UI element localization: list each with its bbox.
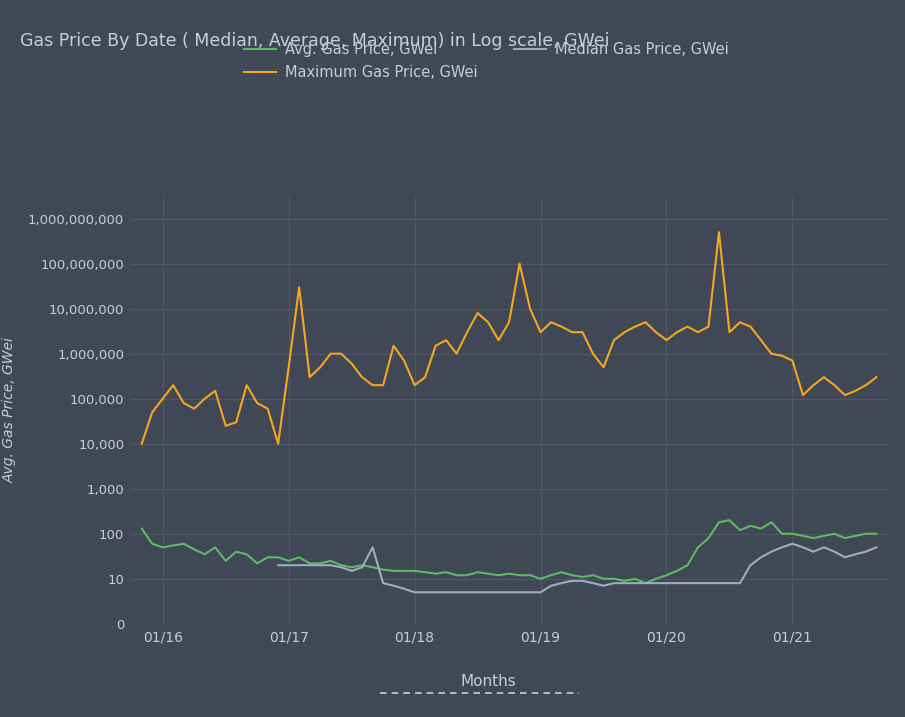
Median Gas Price, GWei <box>829 547 840 556</box>
Avg. Gas Price, GWei <box>157 543 168 551</box>
Maximum Gas Price, GWei <box>840 391 851 399</box>
Maximum Gas Price, GWei <box>871 373 881 381</box>
Maximum Gas Price, GWei <box>157 394 168 403</box>
Median Gas Price, GWei <box>577 576 588 585</box>
Avg. Gas Price, GWei <box>724 516 735 525</box>
Maximum Gas Price, GWei <box>713 228 724 237</box>
Median Gas Price, GWei <box>347 566 357 575</box>
Maximum Gas Price, GWei <box>692 328 703 336</box>
Maximum Gas Price, GWei <box>347 359 357 368</box>
Line: Median Gas Price, GWei: Median Gas Price, GWei <box>278 543 876 592</box>
Avg. Gas Price, GWei <box>818 531 829 540</box>
Legend: Avg. Gas Price, GWei, Maximum Gas Price, GWei, Median Gas Price, GWei: Avg. Gas Price, GWei, Maximum Gas Price,… <box>244 42 729 80</box>
Maximum Gas Price, GWei <box>577 328 588 336</box>
Y-axis label: Avg. Gas Price, GWei: Avg. Gas Price, GWei <box>3 338 17 483</box>
Line: Avg. Gas Price, GWei: Avg. Gas Price, GWei <box>142 521 876 583</box>
Median Gas Price, GWei <box>409 588 420 597</box>
Maximum Gas Price, GWei <box>137 440 148 448</box>
Text: Gas Price By Date ( Median, Average, Maximum) in Log scale, GWei: Gas Price By Date ( Median, Average, Max… <box>20 32 609 50</box>
Median Gas Price, GWei <box>493 588 504 597</box>
Avg. Gas Price, GWei <box>577 573 588 581</box>
Text: Months: Months <box>461 674 517 688</box>
Line: Maximum Gas Price, GWei: Maximum Gas Price, GWei <box>142 232 876 444</box>
Avg. Gas Price, GWei <box>850 531 861 540</box>
Avg. Gas Price, GWei <box>871 529 881 538</box>
Avg. Gas Price, GWei <box>640 579 651 587</box>
Avg. Gas Price, GWei <box>493 571 504 579</box>
Avg. Gas Price, GWei <box>137 524 148 533</box>
Maximum Gas Price, GWei <box>493 336 504 344</box>
Avg. Gas Price, GWei <box>242 550 252 559</box>
Median Gas Price, GWei <box>871 543 881 551</box>
